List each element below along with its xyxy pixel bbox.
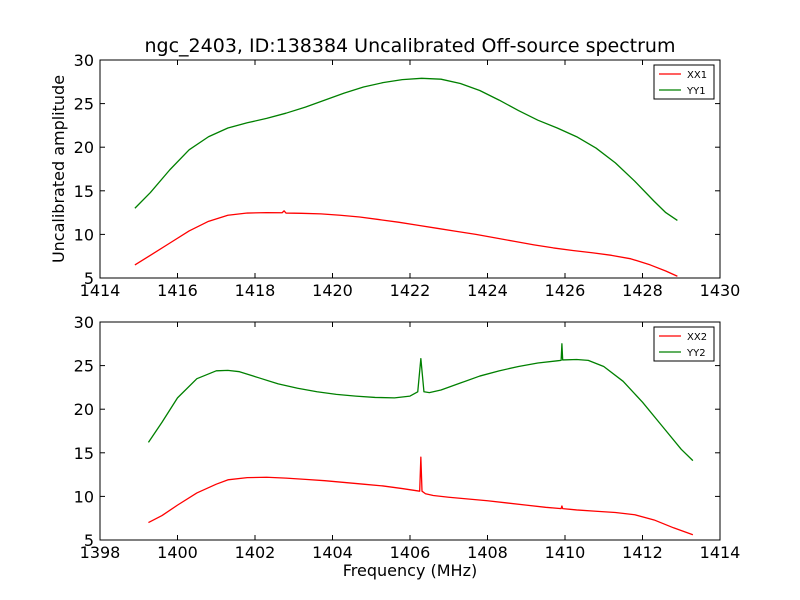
x-tick-label: 1412 [622,543,663,562]
subplot-1: 1414 1416 1418 1420 1422 1424 1426 1428 1430 5 10 1… [49,35,740,300]
y-tick-label: 30 [74,51,94,70]
x-tick-label: 1402 [235,543,276,562]
y-tick-label: 15 [74,444,94,463]
legend-label-yy2: YY2 [686,348,706,359]
x-tick-label: 1410 [545,543,586,562]
x-tick-label: 1398 [80,543,121,562]
x-tick-label: 1426 [545,281,586,300]
series-line-xx2 [148,456,694,536]
plot-frame [99,59,721,279]
x-tick-label: 1406 [390,543,431,562]
y-tick-label: 10 [74,487,94,506]
chart-title: ngc_2403, ID:138384 Uncalibrated Off-sou… [145,35,676,57]
x-tick-label: 1420 [312,281,353,300]
x-tick-label: 1414 [700,543,741,562]
x-tick-label: 1404 [312,543,353,562]
plot-frame [99,321,721,541]
series-line-xx1 [134,210,678,277]
x-tick-label: 1418 [235,281,276,300]
x-tick-label: 1424 [467,281,508,300]
y-tick-label: 5 [84,531,94,550]
y-tick-label: 15 [74,182,94,201]
y-tick-label: 10 [74,225,94,244]
series-line-yy1 [134,77,678,221]
x-tick-label: 1430 [700,281,741,300]
legend-label-xx2: XX2 [687,332,707,343]
x-tick-label: 1422 [390,281,431,300]
y-tick-label: 25 [74,95,94,114]
x-tick-label: 1400 [157,543,198,562]
legend-label-xx1: XX1 [687,70,707,81]
y-tick-label: 20 [74,400,94,419]
y-tick-label: 20 [74,138,94,157]
legend-box [653,326,715,362]
x-tick-label: 1428 [622,281,663,300]
series-line-yy2 [147,343,694,462]
legend-label-yy1: YY1 [686,86,706,97]
y-tick-label: 30 [74,313,94,332]
x-axis-label: Frequency (MHz) [343,561,477,580]
x-tick-label: 1416 [157,281,198,300]
legend-box [653,64,715,100]
y-tick-label: 25 [74,357,94,376]
y-axis-label: Uncalibrated amplitude [49,75,68,263]
x-tick-label: 1414 [80,281,121,300]
subplot-2: 1398 1400 1402 1404 1406 1408 1410 1412 1414 5 10 1… [74,313,741,580]
y-tick-label: 5 [84,269,94,288]
x-tick-label: 1408 [467,543,508,562]
